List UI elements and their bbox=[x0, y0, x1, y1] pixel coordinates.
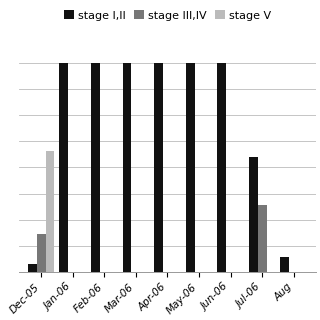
Bar bbox=[217, 62, 226, 272]
Legend: stage I,II, stage III,IV, stage V: stage I,II, stage III,IV, stage V bbox=[59, 6, 276, 25]
Bar bbox=[154, 62, 163, 272]
Bar bbox=[186, 62, 195, 272]
Bar bbox=[123, 62, 132, 272]
Bar bbox=[258, 205, 267, 272]
Bar bbox=[91, 62, 100, 272]
Bar bbox=[45, 150, 54, 272]
Bar bbox=[37, 234, 45, 272]
Bar bbox=[249, 157, 258, 272]
Bar bbox=[28, 264, 37, 272]
Bar bbox=[280, 257, 289, 272]
Bar bbox=[60, 62, 68, 272]
